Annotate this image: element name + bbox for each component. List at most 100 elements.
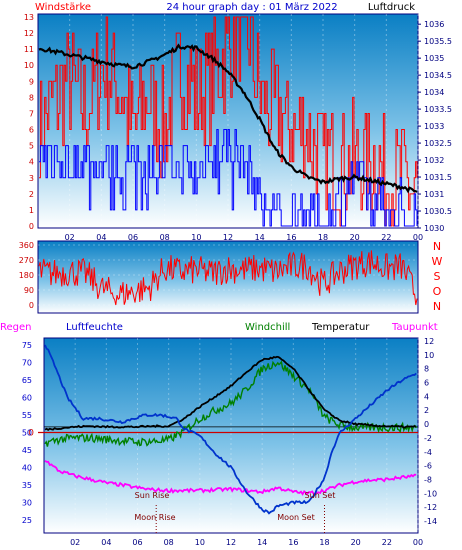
pressure-tick-label: 1033 bbox=[424, 122, 444, 131]
x-tick-label: 10 bbox=[191, 233, 201, 242]
temperature-label: Temperatur bbox=[311, 322, 370, 333]
pressure-tick-label: 1030.5 bbox=[424, 207, 452, 216]
humidity-tick-label: 40 bbox=[22, 464, 32, 473]
dewpoint-series bbox=[44, 459, 417, 496]
x-tick-label: 18 bbox=[319, 538, 329, 547]
direction-tick-label: 360 bbox=[19, 241, 34, 250]
pressure-tick-label: 1031.5 bbox=[424, 173, 452, 182]
sun-set-label: Sun Set bbox=[305, 491, 336, 500]
wind-pressure-time-axis: 02 04 06 08 10 12 14 16 18 20 22 00 bbox=[65, 233, 424, 242]
x-tick-label: 16 bbox=[288, 538, 298, 547]
wind-tick-label: 12 bbox=[24, 29, 34, 38]
astro-markers: Sun Rise Sun Set Moon Rise Moon Set bbox=[134, 491, 335, 533]
wind-tick-label: 5 bbox=[29, 142, 34, 151]
compass-label: W bbox=[432, 255, 443, 268]
pressure-tick-label: 1035.5 bbox=[424, 37, 452, 46]
moon-set-label: Moon Set bbox=[277, 513, 314, 522]
humidity-tick-label: 35 bbox=[22, 481, 32, 490]
pressure-axis: 1036 1035.5 1035 1034.5 1034 1033.5 1033 1032.5… bbox=[418, 20, 452, 233]
moon-rise-label: Moon Rise bbox=[134, 513, 175, 522]
x-tick-label: 22 bbox=[382, 538, 392, 547]
pressure-title: Luftdruck bbox=[368, 2, 415, 13]
humidity-tick-label: 55 bbox=[22, 411, 32, 420]
temperature-tick-label: 12 bbox=[424, 337, 434, 346]
wind-tick-label: 4 bbox=[29, 158, 34, 167]
x-tick-label: 02 bbox=[70, 538, 80, 547]
x-tick-label: 00 bbox=[413, 538, 423, 547]
temperature-tick-label: 8 bbox=[424, 365, 429, 374]
wind-direction-axis: 360 270 180 90 0 bbox=[19, 241, 34, 310]
humidity-tick-label: 70 bbox=[22, 359, 32, 368]
temperature-tick-label: -12 bbox=[424, 503, 437, 512]
pressure-tick-label: 1034 bbox=[424, 88, 444, 97]
wind-tick-label: 8 bbox=[29, 93, 34, 102]
direction-tick-label: 90 bbox=[24, 286, 34, 295]
pressure-tick-label: 1030 bbox=[424, 224, 444, 233]
wind-tick-label: 2 bbox=[29, 190, 34, 199]
pressure-tick-label: 1036 bbox=[424, 20, 444, 29]
wind-tick-label: 0 bbox=[29, 222, 34, 231]
rain-label: Regen bbox=[0, 322, 32, 333]
compass-label: N bbox=[433, 240, 441, 253]
x-tick-label: 14 bbox=[257, 538, 267, 547]
temperature-tick-label: 6 bbox=[424, 379, 429, 388]
humidity-tick-label: 50 bbox=[22, 429, 32, 438]
x-tick-label: 12 bbox=[226, 538, 236, 547]
pressure-series bbox=[38, 43, 418, 194]
rain-zero-label: 0 bbox=[28, 429, 34, 439]
temperature-tick-label: 4 bbox=[424, 392, 429, 401]
x-tick-label: 04 bbox=[101, 538, 111, 547]
graph-title: 24 hour graph day : 01 März 2022 bbox=[166, 2, 337, 13]
compass-label: S bbox=[434, 270, 441, 283]
x-tick-label: 16 bbox=[286, 233, 296, 242]
wind-speed-series bbox=[39, 129, 418, 227]
wind-tick-label: 11 bbox=[24, 45, 34, 54]
temperature-tick-label: -4 bbox=[424, 448, 432, 457]
temperature-tick-label: -14 bbox=[424, 517, 437, 526]
wind-speed-title: Windstärke bbox=[35, 2, 91, 13]
x-tick-label: 04 bbox=[96, 233, 106, 242]
temperature-axis: 12 10 8 6 4 2 0 -2 -4 -6 -8 -10 -12 -14 bbox=[424, 337, 437, 526]
humidity-tick-label: 65 bbox=[22, 376, 32, 385]
wind-tick-label: 3 bbox=[29, 174, 34, 183]
temperature-tick-label: -10 bbox=[424, 489, 437, 498]
wind-tick-label: 6 bbox=[29, 126, 34, 135]
humidity-tick-label: 25 bbox=[22, 516, 32, 525]
windchill-label: Windchill bbox=[245, 322, 290, 333]
x-tick-label: 20 bbox=[351, 538, 361, 547]
temperature-series bbox=[44, 355, 417, 431]
pressure-tick-label: 1034.5 bbox=[424, 71, 452, 80]
pressure-tick-label: 1033.5 bbox=[424, 105, 452, 114]
compass-label: O bbox=[433, 285, 442, 298]
x-tick-label: 06 bbox=[128, 233, 138, 242]
x-tick-label: 08 bbox=[160, 233, 170, 242]
pressure-tick-label: 1032.5 bbox=[424, 139, 452, 148]
x-tick-label: 20 bbox=[350, 233, 360, 242]
pressure-tick-label: 1031 bbox=[424, 190, 444, 199]
humidity-tick-label: 45 bbox=[22, 446, 32, 455]
wind-tick-label: 1 bbox=[29, 206, 34, 215]
wind-pressure-plot-area bbox=[37, 13, 419, 229]
x-tick-label: 12 bbox=[223, 233, 233, 242]
wind-direction-series bbox=[38, 250, 418, 306]
direction-tick-label: 0 bbox=[29, 301, 34, 310]
wind-tick-label: 13 bbox=[24, 13, 34, 22]
wind-tick-label: 10 bbox=[24, 61, 34, 70]
wind-speed-line bbox=[39, 129, 418, 227]
humidity-tick-label: 75 bbox=[22, 341, 32, 350]
temperature-tick-label: -8 bbox=[424, 475, 432, 484]
x-tick-label: 10 bbox=[195, 538, 205, 547]
temperature-tick-label: 2 bbox=[424, 406, 429, 415]
x-tick-label: 08 bbox=[164, 538, 174, 547]
dewpoint-label: Taupunkt bbox=[391, 322, 438, 333]
temperature-time-axis: 02 04 06 08 10 12 14 16 18 20 22 00 bbox=[70, 538, 423, 547]
pressure-tick-label: 1032 bbox=[424, 156, 444, 165]
sun-rise-label: Sun Rise bbox=[135, 491, 170, 500]
x-tick-label: 14 bbox=[255, 233, 265, 242]
wind-tick-label: 9 bbox=[29, 77, 34, 86]
humidity-axis: 75 70 65 60 55 50 45 40 35 30 25 bbox=[22, 341, 32, 525]
direction-tick-label: 270 bbox=[19, 256, 34, 265]
temperature-tick-label: 0 bbox=[424, 420, 429, 429]
